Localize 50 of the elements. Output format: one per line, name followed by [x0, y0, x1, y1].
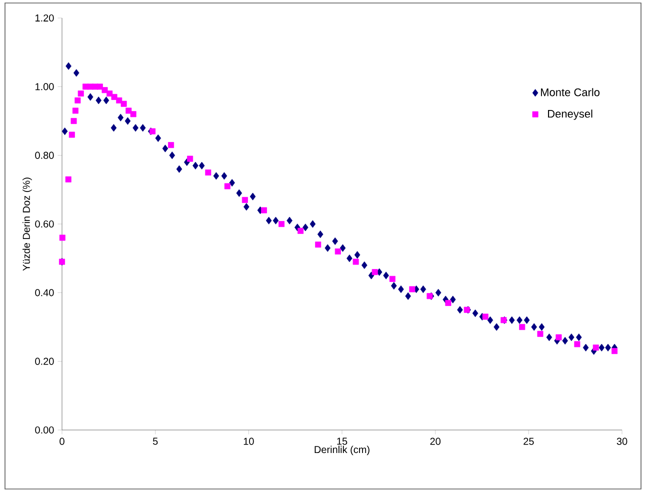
point [74, 97, 81, 104]
point [224, 183, 230, 190]
point [59, 234, 66, 241]
point [78, 90, 84, 97]
point [315, 242, 322, 248]
point [168, 142, 174, 148]
y-tick-label: 1.20 [36, 14, 54, 22]
point [130, 111, 136, 118]
x-tick-label: 30 [616, 438, 628, 445]
point [72, 108, 78, 114]
point [445, 300, 452, 306]
y-tick-label: 1.00 [36, 83, 54, 90]
point [260, 207, 267, 214]
point [70, 118, 77, 124]
point [298, 228, 304, 234]
y-tick-label: 0.00 [35, 426, 54, 434]
x-tick-label: 10 [244, 438, 254, 445]
point [389, 276, 396, 282]
x-axis-title: Derinlik (cm) [314, 446, 370, 456]
x-tick-label: 20 [430, 438, 441, 445]
point [537, 330, 544, 337]
x-tick-label: 25 [524, 438, 534, 445]
point [592, 344, 599, 351]
point [187, 156, 194, 162]
point [278, 221, 285, 227]
legend-label: Monte Carlo [541, 88, 600, 96]
y-tick-label: 0.60 [35, 220, 54, 228]
y-tick-label: 0.80 [35, 152, 54, 159]
point [519, 324, 526, 330]
point [205, 170, 212, 176]
point [87, 84, 94, 90]
x-tick-label: 0 [60, 438, 64, 445]
point [409, 286, 416, 292]
point [574, 341, 580, 348]
point [482, 314, 488, 320]
y-axis-title: Yüzde Derin Doz (%) [22, 178, 32, 271]
point [334, 248, 341, 254]
x-tick-label: 15 [337, 438, 348, 445]
y-tick-label: 0.40 [35, 289, 54, 296]
point [68, 132, 75, 138]
point [120, 100, 127, 107]
x-tick-label: 5 [152, 438, 158, 445]
legend-label: Deneysel [548, 110, 592, 120]
point [102, 87, 108, 94]
point [65, 176, 72, 182]
point [96, 84, 103, 90]
point [352, 258, 359, 265]
y-tick-label: 0.20 [35, 358, 54, 365]
point [242, 196, 248, 203]
point [111, 94, 118, 100]
